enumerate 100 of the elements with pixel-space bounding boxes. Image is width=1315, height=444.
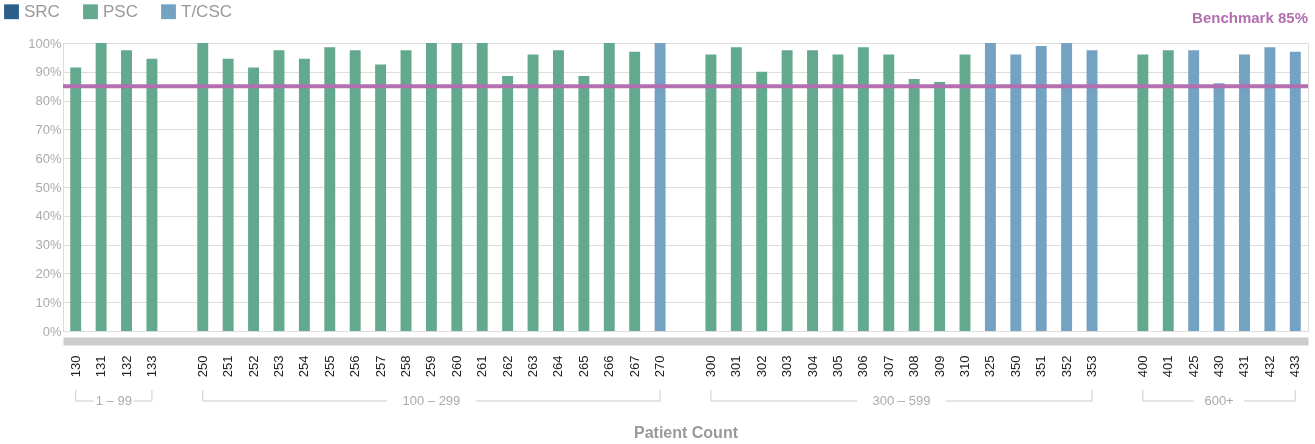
x-tick-label: 265 [575,355,591,378]
bar [781,50,793,331]
x-tick-label: 401 [1160,355,1176,378]
bar [1188,50,1200,331]
ref-line-label: Benchmark 85% [1192,9,1308,26]
x-tick-label: 259 [423,355,439,378]
x-tick-label: 425 [1185,355,1201,378]
y-tick-label: 90% [35,64,62,80]
bar [629,51,641,331]
y-tick-label: 60% [35,150,62,166]
x-tick-label: 306 [855,355,871,378]
bar [197,43,209,331]
bar [959,54,971,331]
x-tick-label: 300 [702,355,718,378]
x-tick-label: 255 [321,355,337,378]
bar [425,43,437,331]
x-tick-label: 132 [118,355,134,378]
y-tick-label: 70% [35,121,62,137]
bar [1162,50,1174,331]
bar [95,43,107,331]
legend-label: SRC [24,1,60,21]
bar [121,50,132,331]
x-tick-label: 267 [626,355,642,378]
bar [578,76,590,331]
x-tick-label: 433 [1287,355,1303,378]
bar [476,43,488,331]
x-tick-label: 250 [194,355,210,378]
y-tick-label: 100% [28,35,62,51]
x-tick-label: 304 [804,355,820,378]
y-tick-label: 0% [42,323,62,339]
bar [553,50,564,331]
x-tick-label: 252 [245,355,261,378]
bar [1264,47,1276,331]
text: 100 – 299 [402,393,461,408]
x-tick-label: 432 [1261,355,1277,378]
y-tick-label: 20% [35,265,62,281]
x-tick-label: 350 [1007,355,1023,378]
x-tick-label: 310 [956,355,972,378]
bar [908,79,920,331]
x-tick-label: 301 [728,355,744,378]
bar [502,76,514,331]
bar [1010,54,1022,331]
bar [1137,54,1149,331]
x-tick-label: 351 [1033,355,1049,378]
bar [1213,83,1225,331]
bar [883,54,895,331]
x-tick-label: 133 [143,355,159,378]
y-tick-label: 40% [35,208,62,224]
x-tick-label: 256 [347,355,363,378]
x-tick-label: 308 [906,355,922,378]
bar [222,58,234,331]
x-tick-label: 266 [601,355,617,378]
text: 300 – 599 [872,393,931,408]
y-tick-label: 10% [35,294,62,310]
bar [857,47,869,331]
x-tick-label: 270 [652,355,668,378]
bar [1239,54,1250,331]
x-tick-label: 262 [499,355,515,378]
bar [1289,51,1301,331]
x-tick-label: 254 [296,355,312,378]
x-tick-label: 130 [67,355,83,378]
x-tick-label: 302 [753,355,769,378]
bar [248,67,260,331]
x-tick-label: 253 [270,355,286,378]
bar [146,58,158,331]
y-tick-label: 30% [35,237,62,253]
x-tick-label: 430 [1211,355,1227,378]
x-tick-label: 260 [448,355,464,378]
y-tick-label: 80% [35,93,62,109]
x-tick-label: 263 [525,355,541,378]
x-tick-label: 309 [931,355,947,378]
x-tick-label: 431 [1236,355,1252,378]
x-tick-label: 131 [93,355,109,378]
bar [527,54,539,331]
bar [70,67,82,331]
x-tick-label: 257 [372,355,388,378]
x-tick-label: 264 [550,355,566,378]
x-tick-label: 305 [829,355,845,378]
bar [603,43,615,331]
x-tick-label: 353 [1084,355,1100,378]
x-axis-title: Patient Count [634,424,739,442]
text: 600+ [1204,393,1234,408]
bar [730,47,742,331]
x-tick-label: 258 [398,355,414,378]
x-tick-label: 303 [779,355,795,378]
bar [324,47,336,331]
x-tick-label: 261 [474,355,490,378]
y-tick-label: 50% [35,179,62,195]
bar [984,43,996,331]
legend-label: T/CSC [181,1,232,21]
bar [375,64,387,331]
bar [1086,50,1098,331]
x-tick-label: 307 [880,355,896,378]
bar [1061,43,1073,331]
bar [349,50,361,331]
x-tick-label: 400 [1134,355,1150,378]
bar [400,50,412,331]
bar [756,71,768,331]
bar [807,50,818,331]
bar [934,81,946,331]
